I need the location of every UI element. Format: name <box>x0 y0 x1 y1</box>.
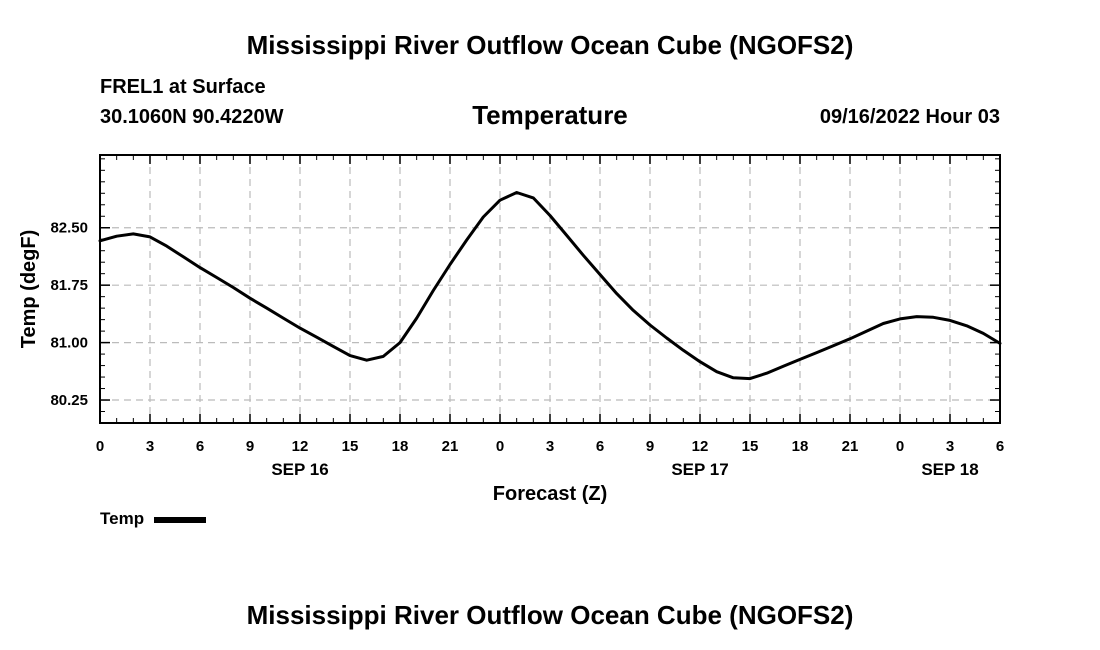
x-tick-label: 3 <box>146 438 154 455</box>
temp-series-line <box>98 191 1002 381</box>
grid-lines <box>100 155 1000 423</box>
date-label: SEP 17 <box>671 460 728 479</box>
x-tick-label: 18 <box>792 438 809 455</box>
footer-title: Mississippi River Outflow Ocean Cube (NG… <box>246 600 854 630</box>
y-axis-label: Temp (degF) <box>18 230 40 349</box>
x-tick-label: 0 <box>96 438 104 455</box>
station-label: FREL1 at Surface <box>100 76 266 98</box>
axis-ticks <box>99 155 1001 423</box>
x-tick-label: 0 <box>496 438 504 455</box>
series-layer <box>98 191 1002 381</box>
x-tick-label: 3 <box>946 438 954 455</box>
x-tick-label: 21 <box>442 438 459 455</box>
date-label: SEP 18 <box>921 460 978 479</box>
station-coordinates: 30.1060N 90.4220W <box>100 106 284 128</box>
legend: Temp <box>100 509 207 529</box>
legend-label: Temp <box>100 509 145 528</box>
x-tick-label: 15 <box>342 438 359 455</box>
date-label: SEP 16 <box>271 460 328 479</box>
x-tick-label: 12 <box>692 438 709 455</box>
x-axis-label: Forecast (Z) <box>493 483 607 505</box>
x-tick-label: 15 <box>742 438 759 455</box>
plot-frame <box>99 154 1001 424</box>
x-tick-label: 9 <box>646 438 654 455</box>
x-tick-label: 12 <box>292 438 309 455</box>
forecast-datetime: 09/16/2022 Hour 03 <box>819 106 1000 128</box>
y-tick-label: 81.75 <box>50 277 88 294</box>
y-tick-label: 82.50 <box>50 220 88 237</box>
x-tick-label: 9 <box>246 438 254 455</box>
x-tick-label: 0 <box>896 438 904 455</box>
x-tick-label: 6 <box>996 438 1004 455</box>
axis-tick-labels: 0 3 6 9 12 15 18 21 0 3 6 9 12 15 18 21 0 3 6 SEP 16 SEP 17 S… <box>50 220 1004 479</box>
x-tick-label: 6 <box>196 438 204 455</box>
y-tick-label: 81.00 <box>50 335 88 352</box>
x-tick-label: 3 <box>546 438 554 455</box>
x-tick-label: 6 <box>596 438 604 455</box>
page-title: Mississippi River Outflow Ocean Cube (NG… <box>246 30 854 60</box>
chart-title: Temperature <box>472 100 628 130</box>
x-tick-label: 21 <box>842 438 859 455</box>
legend-line-swatch <box>154 517 207 523</box>
y-tick-label: 80.25 <box>50 392 88 409</box>
x-tick-label: 18 <box>392 438 409 455</box>
